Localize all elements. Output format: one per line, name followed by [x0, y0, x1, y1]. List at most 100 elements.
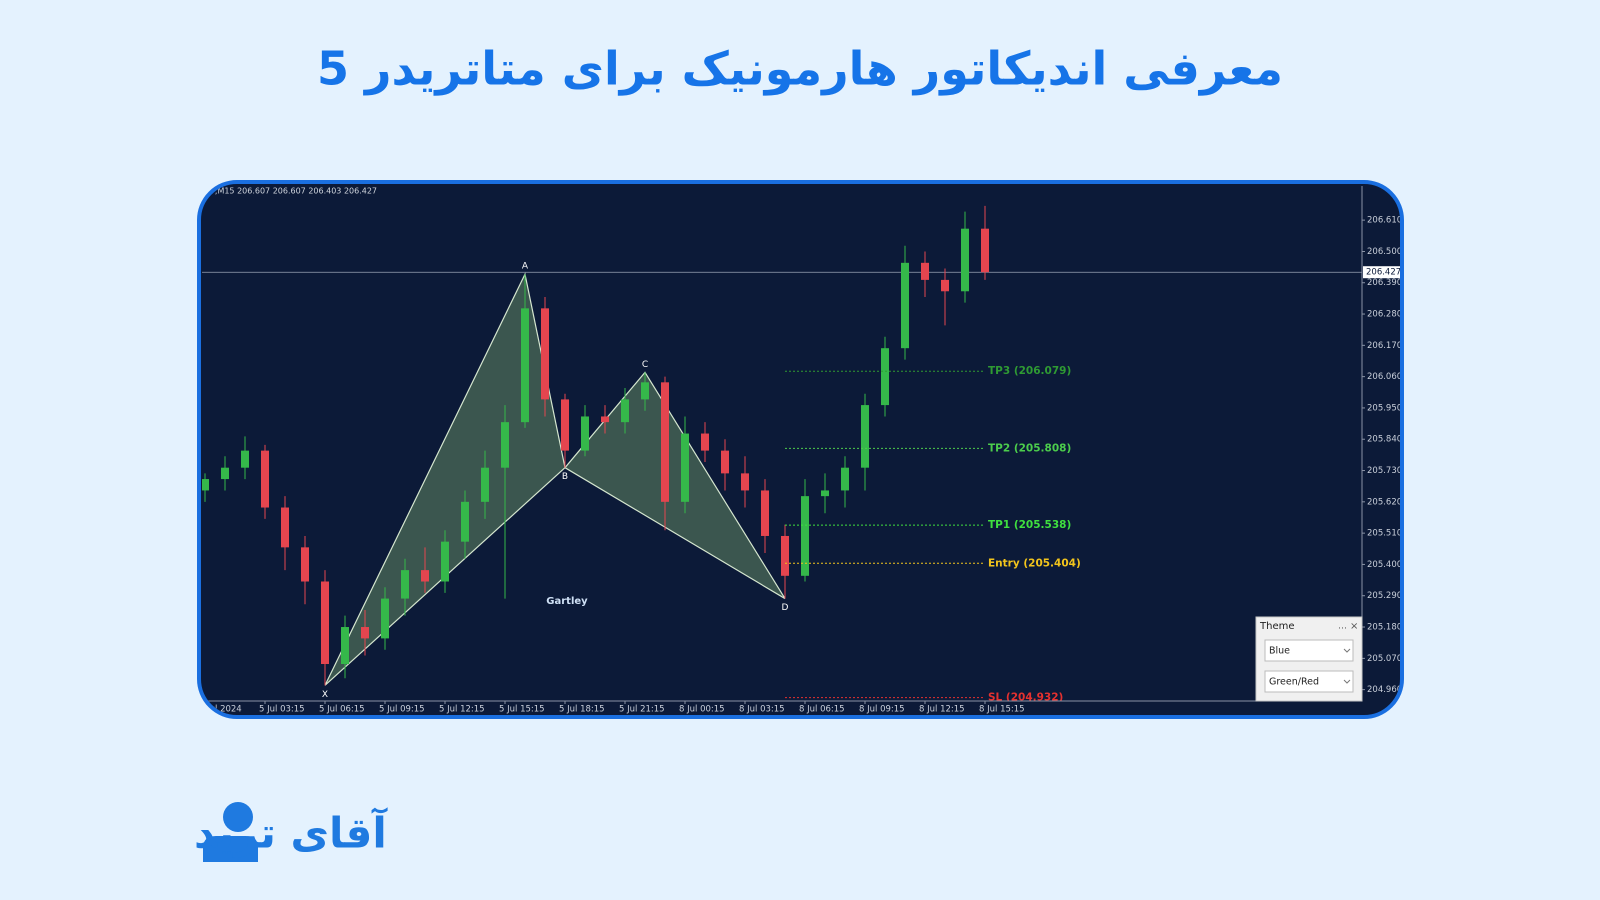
x-tick-label: 8 Jul 00:15 — [679, 705, 725, 715]
axes: 206.610 206.500 206.390 206.280 206.170 206.0… — [199, 186, 1402, 715]
y-tick-label: 205.510 — [1367, 529, 1402, 539]
symbol-info: JPY,M15 206.607 206.607 206.403 206.427 — [202, 187, 377, 196]
candle-body — [401, 570, 409, 599]
x-tick-label: 5 Jul 12:15 — [439, 705, 485, 715]
y-tick-label: 205.180 — [1367, 623, 1402, 633]
x-tick-label: 5 Jul 18:15 — [559, 705, 605, 715]
x-tick-label: 8 Jul 09:15 — [859, 705, 905, 715]
pattern-point-label: B — [562, 472, 568, 482]
x-tick-label: 8 Jul 03:15 — [739, 705, 785, 715]
candle-body — [441, 541, 449, 582]
level-label: TP1 (205.538) — [988, 519, 1071, 531]
candle-body — [561, 399, 569, 451]
x-tick-label: 8 Jul 15:15 — [979, 705, 1025, 715]
candle-body — [781, 535, 789, 576]
pattern-point-label: X — [322, 690, 328, 700]
candle-body — [621, 399, 629, 423]
candle-body — [881, 348, 889, 406]
candle-body — [541, 308, 549, 400]
close-button[interactable]: × — [1350, 621, 1358, 632]
dropdown-value: Green/Red — [1269, 677, 1319, 688]
candle-body — [941, 279, 949, 292]
pattern-point-label: C — [642, 360, 648, 370]
y-tick-label: 206.170 — [1367, 341, 1402, 351]
candle-body — [461, 501, 469, 542]
candle-body — [601, 416, 609, 423]
x-tick-label: 5 Jul 2024 — [199, 705, 242, 715]
y-tick-label: 204.960 — [1367, 685, 1402, 695]
candle-body — [341, 627, 349, 665]
candle-body — [381, 598, 389, 639]
candle-body — [261, 450, 269, 508]
candle-body — [741, 473, 749, 491]
dropdown-value: Blue — [1269, 646, 1290, 657]
level-label: SL (204.932) — [988, 692, 1063, 704]
x-tick-label: 8 Jul 12:15 — [919, 705, 965, 715]
logo: آقای ترید — [194, 802, 388, 862]
candle-body — [361, 627, 369, 639]
minimize-button[interactable]: … — [1338, 622, 1347, 632]
pattern-point-label: A — [522, 262, 529, 272]
candle-body — [521, 308, 529, 423]
color-dropdown[interactable] — [1264, 670, 1354, 693]
panel-title: Theme — [1259, 621, 1295, 632]
y-tick-label: 205.070 — [1367, 654, 1402, 664]
candle-body — [241, 450, 249, 468]
candle-body — [821, 490, 829, 497]
x-tick-label: 5 Jul 21:15 — [619, 705, 665, 715]
candle-body — [921, 262, 929, 280]
y-tick-label: 206.390 — [1367, 278, 1402, 288]
bid-label: 206.427 — [1366, 268, 1401, 278]
y-tick-label: 206.060 — [1367, 372, 1402, 382]
candle-body — [481, 467, 489, 502]
y-tick-label: 206.610 — [1367, 216, 1402, 226]
x-tick-label: 5 Jul 15:15 — [499, 705, 545, 715]
candle-body — [961, 228, 969, 292]
candle-body — [321, 581, 329, 665]
bid-label-box — [1363, 266, 1400, 279]
y-tick-label: 205.400 — [1367, 560, 1402, 570]
candle-body — [681, 433, 689, 502]
y-tick-label: 205.620 — [1367, 497, 1402, 507]
candle-body — [641, 382, 649, 400]
candle-body — [301, 547, 309, 582]
chart-window: X A B C D Gartley TP3 (206.079) TP2 (205.808) TP… — [199, 186, 1402, 715]
y-tick-label: 205.840 — [1367, 435, 1402, 445]
candle-body — [841, 467, 849, 491]
candle-body — [901, 262, 909, 349]
candle-body — [421, 570, 429, 582]
candle-body — [501, 422, 509, 468]
candle-body — [801, 496, 809, 576]
y-tick-label: 205.290 — [1367, 591, 1402, 601]
logo-text: آقای ترید — [194, 808, 388, 859]
candle-body — [861, 405, 869, 468]
candle-body — [221, 467, 229, 480]
candle-body — [281, 507, 289, 548]
theme-dropdown[interactable] — [1264, 639, 1354, 662]
logo-icon-head — [223, 802, 253, 832]
x-tick-label: 5 Jul 09:15 — [379, 705, 425, 715]
page-title: معرفی اندیکاتور هارمونیک برای متاتریدر 5 — [317, 42, 1283, 96]
y-tick-label: 205.730 — [1367, 466, 1402, 476]
pattern-name: Gartley — [546, 596, 588, 607]
logo-icon-body — [203, 836, 258, 862]
candle-body — [701, 433, 709, 451]
candle-body — [721, 450, 729, 474]
chart-frame — [197, 180, 1404, 719]
level-label: Entry (205.404) — [988, 557, 1081, 569]
x-tick-label: 8 Jul 06:15 — [799, 705, 845, 715]
candle-body — [761, 490, 769, 536]
plot-area: X A B C D Gartley TP3 (206.079) TP2 (205.808) TP… — [202, 205, 1362, 704]
dropdown-arrow — [1343, 679, 1351, 684]
x-tick-label: 5 Jul 03:15 — [259, 705, 305, 715]
y-tick-label: 206.280 — [1367, 310, 1402, 320]
theme-panel: Theme … × Blue Green/Red — [1255, 616, 1363, 702]
y-tick-label: 206.500 — [1367, 247, 1402, 257]
x-tick-label: 5 Jul 06:15 — [319, 705, 365, 715]
candle-body — [981, 228, 989, 273]
level-label: TP2 (205.808) — [988, 442, 1071, 454]
pattern-point-label: D — [782, 603, 789, 613]
y-tick-label: 205.950 — [1367, 403, 1402, 413]
candle-body — [202, 479, 209, 491]
